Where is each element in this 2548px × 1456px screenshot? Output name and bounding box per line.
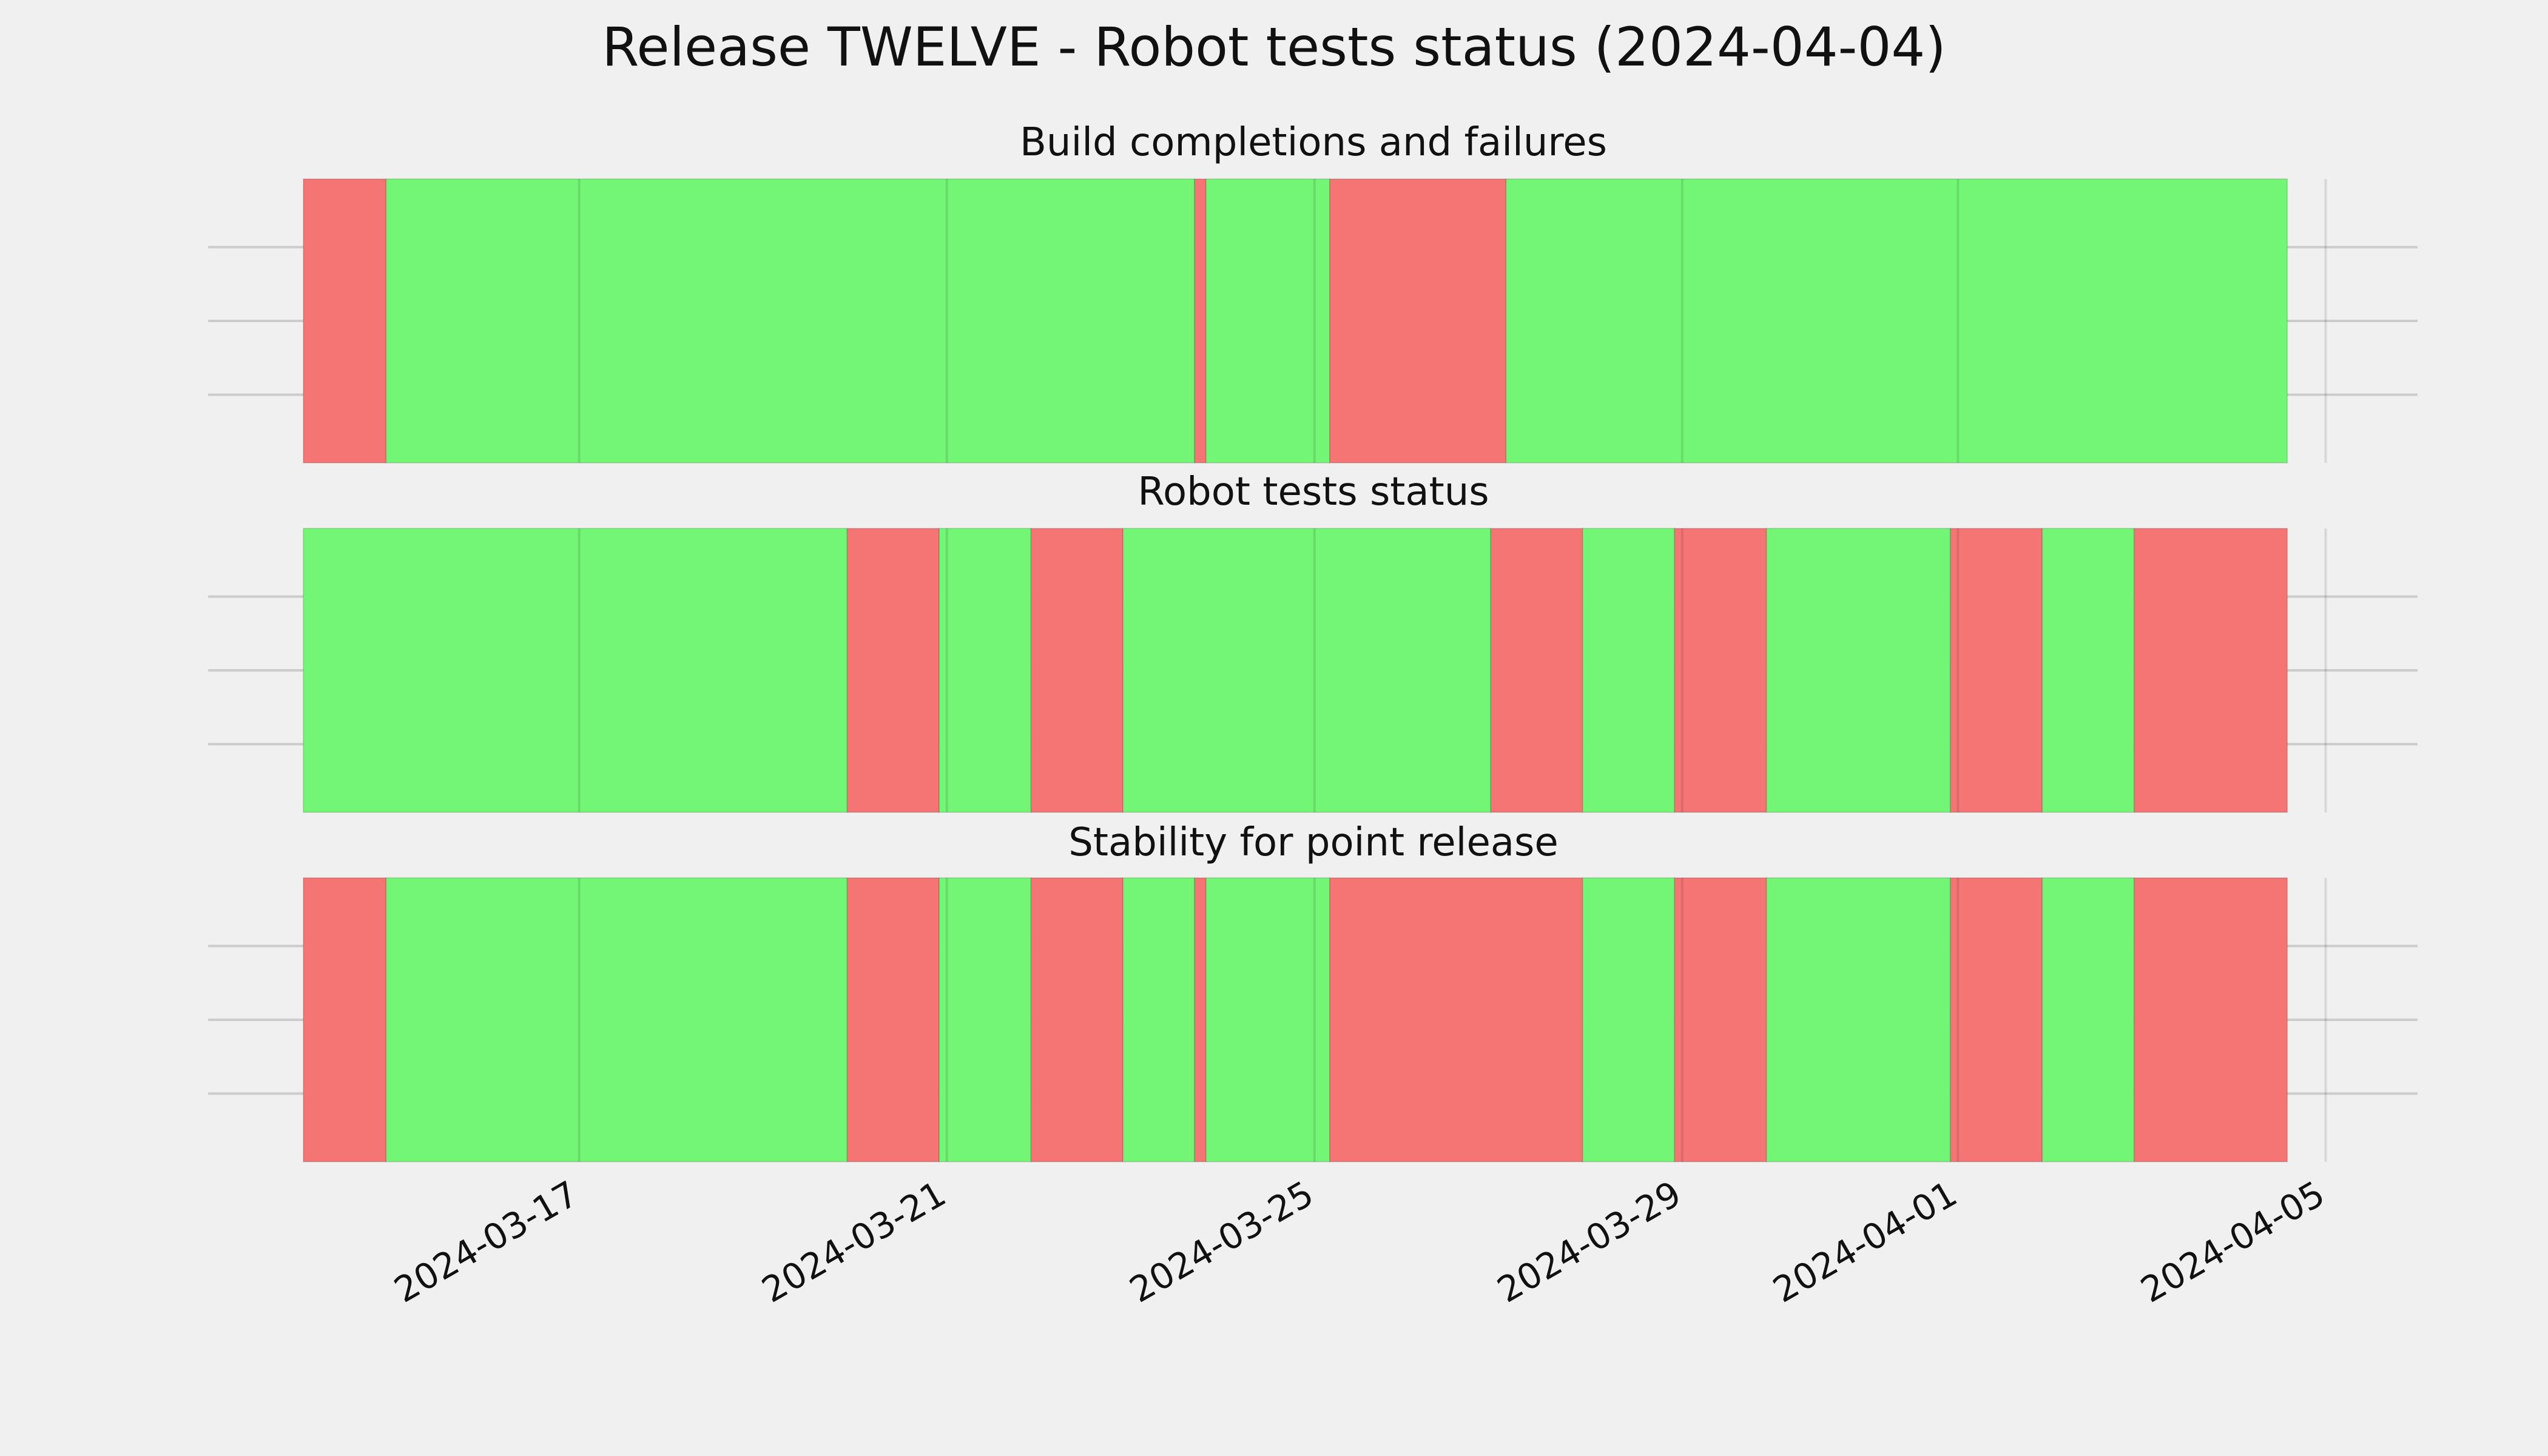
panel-build-title: Build completions and failures bbox=[1020, 120, 1607, 165]
panel-robot-segment-fail-4 bbox=[1030, 528, 1124, 813]
panel-stability: Stability for point release bbox=[208, 820, 2418, 1162]
panel-stability-segment-fail-1 bbox=[303, 877, 387, 1162]
panel-robot-segment-fail-2 bbox=[846, 528, 940, 813]
panel-robot: Robot tests status bbox=[208, 470, 2418, 813]
panel-build-segment-pass-2 bbox=[385, 178, 1195, 463]
panel-robot-segment-fail-12 bbox=[2133, 528, 2288, 813]
panel-build: Build completions and failures bbox=[208, 120, 2418, 463]
panel-stability-segment-pass-8 bbox=[1205, 877, 1331, 1162]
panel-robot-segment-fail-8 bbox=[1674, 528, 1767, 813]
panel-stability-segment-fail-11 bbox=[1674, 877, 1767, 1162]
panel-build-segment-fail-5 bbox=[1329, 178, 1507, 463]
panel-robot-segment-pass-1 bbox=[303, 528, 848, 813]
panel-build-segment-pass-4 bbox=[1205, 178, 1331, 463]
panel-build-segments bbox=[303, 178, 2327, 463]
panel-build-segment-pass-6 bbox=[1505, 178, 2288, 463]
panel-stability-segment-fail-7 bbox=[1193, 877, 1207, 1162]
panel-robot-segment-pass-9 bbox=[1765, 528, 1951, 813]
panel-stability-segment-pass-6 bbox=[1122, 877, 1195, 1162]
panel-robot-title: Robot tests status bbox=[1138, 470, 1489, 514]
panel-stability-segment-fail-3 bbox=[846, 877, 940, 1162]
panel-robot-segment-pass-11 bbox=[2041, 528, 2135, 813]
panel-stability-segment-pass-2 bbox=[385, 877, 848, 1162]
panel-stability-segment-pass-4 bbox=[939, 877, 1032, 1162]
panel-stability-segment-fail-5 bbox=[1030, 877, 1124, 1162]
panel-robot-segment-fail-10 bbox=[1949, 528, 2043, 813]
panel-stability-segment-fail-15 bbox=[2133, 877, 2288, 1162]
panel-stability-segment-fail-13 bbox=[1949, 877, 2043, 1162]
panel-stability-segment-fail-9 bbox=[1329, 877, 1583, 1162]
chart-title: Release TWELVE - Robot tests status (202… bbox=[602, 16, 1946, 78]
panel-stability-title: Stability for point release bbox=[1068, 820, 1559, 865]
panel-robot-segment-pass-5 bbox=[1122, 528, 1492, 813]
panel-stability-segment-pass-14 bbox=[2041, 877, 2135, 1162]
panel-build-segment-fail-1 bbox=[303, 178, 387, 463]
panel-stability-segments bbox=[303, 877, 2327, 1162]
panel-robot-segment-fail-6 bbox=[1490, 528, 1583, 813]
panel-stability-segment-pass-10 bbox=[1582, 877, 1676, 1162]
panel-stability-segment-pass-12 bbox=[1765, 877, 1951, 1162]
panel-robot-segment-pass-3 bbox=[939, 528, 1032, 813]
panel-robot-segment-pass-7 bbox=[1582, 528, 1676, 813]
panel-robot-segments bbox=[303, 528, 2327, 813]
panel-build-segment-fail-3 bbox=[1193, 178, 1207, 463]
